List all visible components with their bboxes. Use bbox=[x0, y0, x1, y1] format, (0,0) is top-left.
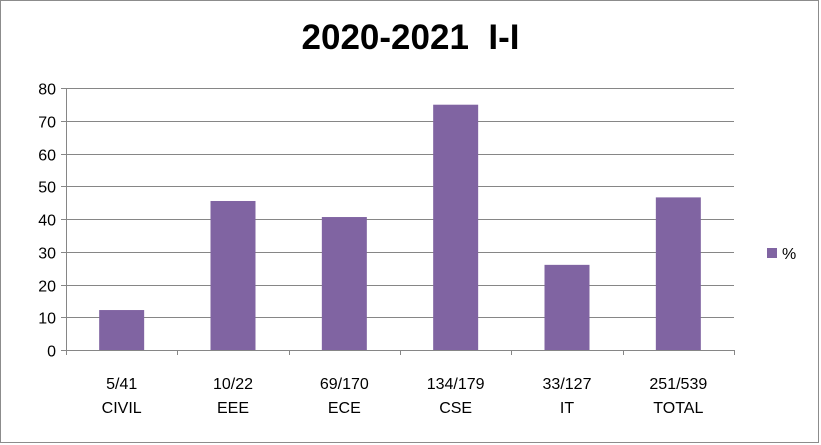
bar-eee bbox=[210, 200, 256, 350]
bars bbox=[99, 104, 701, 350]
x-tick-label-name: CSE bbox=[439, 400, 472, 417]
y-tick-label: 30 bbox=[38, 246, 56, 263]
x-tick-label-ratio: 134/179 bbox=[427, 376, 485, 393]
x-tick-label-ratio: 10/22 bbox=[213, 376, 253, 393]
bar-it bbox=[544, 264, 590, 350]
y-tick-label: 80 bbox=[38, 82, 56, 99]
bar-civil bbox=[99, 310, 145, 350]
x-tick-label-ratio: 5/41 bbox=[106, 376, 137, 393]
x-tick-label-name: TOTAL bbox=[653, 400, 703, 417]
x-tick-labels: 5/41 CIVIL 10/22 EEE 69/170 ECE 134/179 CSE 33/1… bbox=[102, 376, 708, 417]
x-tick-label-name: IT bbox=[560, 400, 574, 417]
y-tick-label: 10 bbox=[38, 311, 56, 328]
legend-label: % bbox=[782, 246, 796, 263]
legend-swatch bbox=[767, 248, 777, 258]
y-tick-label: 70 bbox=[38, 115, 56, 132]
x-tick-label-name: ECE bbox=[328, 400, 361, 417]
x-tick-label-ratio: 69/170 bbox=[320, 376, 369, 393]
chart-title: 2020-2021 I-I bbox=[301, 18, 520, 57]
legend: % bbox=[767, 246, 796, 263]
x-tick-label-ratio: 33/127 bbox=[543, 376, 592, 393]
x-tick-label-ratio: 251/539 bbox=[649, 376, 707, 393]
y-tick-label: 40 bbox=[38, 213, 56, 230]
x-tick-label-name: EEE bbox=[217, 400, 249, 417]
y-tick-label: 0 bbox=[47, 344, 56, 361]
bar-total bbox=[655, 197, 701, 350]
axes bbox=[61, 88, 735, 355]
gridlines bbox=[66, 88, 734, 318]
y-tick-label: 60 bbox=[38, 148, 56, 165]
x-tick-label-name: CIVIL bbox=[102, 400, 142, 417]
y-tick-label: 50 bbox=[38, 180, 56, 197]
y-tick-label: 20 bbox=[38, 279, 56, 296]
y-tick-labels: 0 10 20 30 40 50 60 70 80 bbox=[38, 82, 56, 361]
bar-ece bbox=[321, 217, 367, 350]
bar-cse bbox=[433, 104, 479, 350]
